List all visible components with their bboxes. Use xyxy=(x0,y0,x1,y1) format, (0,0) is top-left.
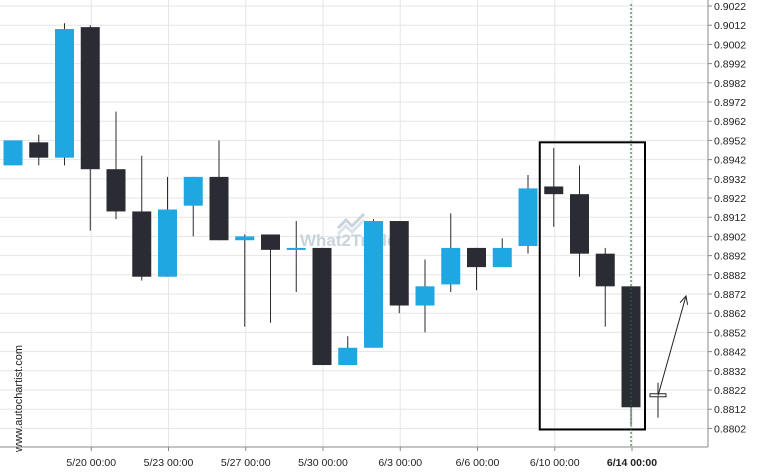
y-tick-label: 0.8832 xyxy=(714,366,746,378)
bearish-candle xyxy=(389,221,409,314)
watermark-logo-icon xyxy=(336,212,366,236)
candle-body xyxy=(80,27,100,170)
y-tick-label: 0.8912 xyxy=(714,212,746,224)
bullish-candle xyxy=(158,176,177,277)
y-tick-label: 0.8892 xyxy=(714,251,746,263)
candle-body xyxy=(55,29,74,158)
y-tick-label: 0.8802 xyxy=(714,423,746,435)
candle-body xyxy=(389,221,409,306)
candle-body xyxy=(621,286,641,408)
bullish-candle xyxy=(518,174,538,254)
candle-body xyxy=(3,140,23,166)
bullish-candle xyxy=(492,238,512,268)
candle-body xyxy=(595,253,615,287)
candle-body xyxy=(492,247,512,268)
bullish-candle xyxy=(286,221,306,293)
bearish-candle xyxy=(570,165,589,277)
bullish-candle xyxy=(415,259,435,333)
bullish-candle xyxy=(3,140,23,166)
bullish-candle xyxy=(364,219,383,348)
x-tick-label: 5/30 00:00 xyxy=(298,457,348,469)
y-tick-label: 0.9002 xyxy=(714,39,746,51)
x-tick-label: 5/20 00:00 xyxy=(66,457,116,469)
bearish-candle xyxy=(209,140,229,241)
y-tick-label: 0.8902 xyxy=(714,231,746,243)
bearish-candle xyxy=(106,111,126,220)
bearish-candle xyxy=(467,247,486,291)
bullish-candle xyxy=(235,234,255,327)
y-tick-label: 0.8972 xyxy=(714,97,746,109)
y-tick-label: 0.8992 xyxy=(714,59,746,71)
candle-body xyxy=(261,234,280,250)
y-tick-label: 0.8862 xyxy=(714,308,746,320)
y-axis: 0.9022 0.9012 0.9002 0.8992 0.8982 0.8972 0.89… xyxy=(707,0,746,447)
bullish-candle xyxy=(55,23,74,166)
y-tick-label: 0.8852 xyxy=(714,327,746,339)
y-tick-label: 0.9012 xyxy=(714,20,746,32)
y-tick-label: 0.8942 xyxy=(714,155,746,167)
x-tick-label: 5/23 00:00 xyxy=(144,457,194,469)
bearish-candle xyxy=(544,148,564,227)
candle-body xyxy=(415,286,435,306)
pattern-overlay xyxy=(538,4,689,447)
bullish-candle xyxy=(183,176,203,237)
candle-body xyxy=(570,194,589,254)
candle-body xyxy=(286,247,306,250)
x-axis: 5/20 00:00 5/23 00:00 5/27 00:00 5/30 00:00… xyxy=(0,446,708,469)
y-tick-label: 0.8982 xyxy=(714,78,746,90)
candle-body xyxy=(338,347,358,366)
candle-body xyxy=(518,188,538,246)
x-tick-label: 6/6 00:00 xyxy=(456,457,500,469)
candle-body xyxy=(132,211,152,277)
candle-body xyxy=(235,236,255,241)
candle-body xyxy=(364,221,383,348)
candle-body xyxy=(209,176,229,241)
watermark: www.autochartist.com What2Trade xyxy=(13,212,396,453)
candle-body xyxy=(183,176,203,206)
y-tick-label: 0.8822 xyxy=(714,385,746,397)
candle-body xyxy=(312,247,332,366)
y-tick-label: 0.8932 xyxy=(714,174,746,186)
y-tick-label: 0.8882 xyxy=(714,270,746,282)
candles xyxy=(3,23,641,427)
projection-arrow xyxy=(657,295,687,396)
bearish-candle xyxy=(595,247,615,327)
y-tick-label: 0.8922 xyxy=(714,193,746,205)
pattern-box xyxy=(538,141,646,431)
arrow-head-icon xyxy=(679,294,689,305)
candle-body xyxy=(441,247,461,285)
bullish-candle xyxy=(338,336,358,366)
watermark-side-text: www.autochartist.com xyxy=(13,345,25,453)
candle-body xyxy=(158,209,177,277)
bearish-candle xyxy=(312,247,332,366)
x-tick-label: 6/14 00:00 xyxy=(607,457,657,469)
bearish-candle xyxy=(261,234,280,323)
y-tick-label: 0.8872 xyxy=(714,289,746,301)
forecast-marker xyxy=(649,382,667,418)
candle-body xyxy=(467,247,486,268)
candle-body xyxy=(29,142,49,158)
bearish-candle xyxy=(80,25,100,231)
bullish-candle xyxy=(441,213,461,293)
x-tick-label: 6/10 00:00 xyxy=(530,457,580,469)
x-tick-label: 6/3 00:00 xyxy=(378,457,422,469)
y-tick-label: 0.9022 xyxy=(714,1,746,13)
x-tick-label: 5/27 00:00 xyxy=(221,457,271,469)
y-tick-label: 0.8842 xyxy=(714,347,746,359)
candle-body xyxy=(106,169,126,212)
bearish-candle xyxy=(132,155,152,281)
y-tick-label: 0.8952 xyxy=(714,135,746,147)
candle-body xyxy=(544,186,564,195)
y-tick-label: 0.8812 xyxy=(714,404,746,416)
bearish-candle xyxy=(29,134,49,166)
y-tick-label: 0.8962 xyxy=(714,116,746,128)
